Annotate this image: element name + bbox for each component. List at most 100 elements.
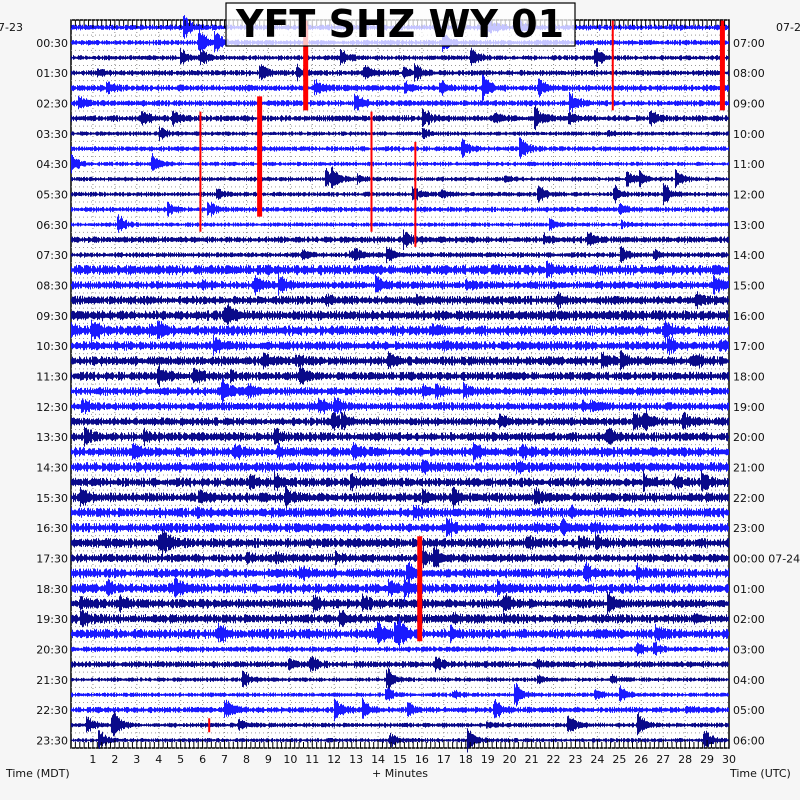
trace-row-26 [71, 410, 729, 432]
right-time-label: 16:00 [733, 310, 765, 323]
right-time-label: 21:00 [733, 461, 765, 474]
left-time-label: 02:30 [36, 97, 68, 110]
right-axis-label: Time (UTC) [729, 767, 791, 780]
left-time-label: 13:30 [36, 431, 68, 444]
trace-row-16 [71, 260, 729, 278]
trace-row-19 [71, 303, 729, 325]
trace-row-20 [71, 319, 729, 342]
left-time-label: 16:30 [36, 522, 68, 535]
right-time-label: 07:00 [733, 37, 765, 50]
x-axis-label: + Minutes [372, 767, 428, 780]
x-tick-label: 2 [111, 753, 118, 766]
right-time-label: 17:00 [733, 340, 765, 353]
chart-title: YFT SHZ WY 01 [235, 2, 564, 46]
right-time-label: 01:00 [733, 583, 765, 596]
right-time-label: 14:00 [733, 249, 765, 262]
trace-row-25 [71, 397, 729, 415]
trace-row-37 [71, 575, 729, 602]
trace-row-34 [71, 528, 729, 557]
left-time-label: 23:30 [36, 734, 68, 747]
trace-row-24 [71, 378, 729, 404]
trace-row-45 [71, 697, 729, 722]
trace-row-43 [71, 667, 729, 690]
trace-row-46 [71, 711, 729, 737]
event-markers [199, 20, 725, 733]
x-tick-label: 24 [590, 753, 604, 766]
right-time-label: 05:00 [733, 704, 765, 717]
left-time-label: 20:30 [36, 643, 68, 656]
right-time-label: 11:00 [733, 158, 765, 171]
left-top-date: 7-23 [0, 21, 23, 34]
x-tick-label: 13 [349, 753, 363, 766]
grid [71, 19, 729, 749]
trace-row-44 [71, 682, 729, 707]
trace-row-17 [71, 273, 729, 296]
right-time-label: 03:00 [733, 643, 765, 656]
trace-row-7 [71, 126, 729, 141]
x-tick-label: 25 [612, 753, 626, 766]
right-time-label: 12:00 [733, 188, 765, 201]
left-time-label: 09:30 [36, 310, 68, 323]
left-time-label: 03:30 [36, 128, 68, 141]
x-tick-label: 8 [243, 753, 250, 766]
trace-row-8 [71, 137, 729, 159]
trace-row-42 [71, 655, 729, 672]
trace-row-33 [71, 517, 729, 538]
right-time-label: 10:00 [733, 128, 765, 141]
seismic-traces [71, 15, 729, 753]
trace-row-12 [71, 201, 729, 217]
left-time-label: 08:30 [36, 279, 68, 292]
trace-row-5 [71, 92, 729, 114]
left-time-label: 11:30 [36, 370, 68, 383]
left-time-label: 01:30 [36, 67, 68, 80]
left-time-label: 18:30 [36, 583, 68, 596]
right-time-label: 08:00 [733, 67, 765, 80]
axis-labels: 1 2 3 4 5 6 7 8 9 10 11 12 13 14 15 16 17 18 19 20 21 22 23 24 2… [36, 37, 800, 766]
trace-row-28 [71, 442, 729, 463]
right-time-label: 23:00 [733, 522, 765, 535]
x-tick-label: 9 [265, 753, 272, 766]
x-tick-label: 17 [437, 753, 451, 766]
right-time-label: 04:00 [733, 674, 765, 687]
x-tick-label: 26 [634, 753, 648, 766]
right-time-label: 02:00 [733, 613, 765, 626]
left-axis-label: Time (MDT) [5, 767, 70, 780]
trace-row-10 [71, 166, 729, 189]
x-tick-label: 27 [656, 753, 670, 766]
x-tick-label: 14 [371, 753, 385, 766]
trace-row-29 [71, 459, 729, 475]
x-tick-label: 21 [525, 753, 539, 766]
left-time-label: 10:30 [36, 340, 68, 353]
trace-row-14 [71, 229, 729, 250]
left-time-label: 21:30 [36, 674, 68, 687]
trace-row-21 [71, 334, 729, 356]
left-time-label: 22:30 [36, 704, 68, 717]
right-time-label: 18:00 [733, 370, 765, 383]
right-time-label: 06:00 [733, 734, 765, 747]
x-tick-label: 16 [415, 753, 429, 766]
x-tick-label: 30 [722, 753, 736, 766]
trace-row-40 [71, 617, 729, 647]
left-time-label: 04:30 [36, 158, 68, 171]
x-tick-label: 18 [459, 753, 473, 766]
trace-row-35 [71, 545, 729, 569]
x-tick-label: 4 [155, 753, 162, 766]
trace-row-2 [71, 47, 729, 67]
x-tick-label: 11 [305, 753, 319, 766]
right-time-label: 20:00 [733, 431, 765, 444]
x-tick-label: 7 [221, 753, 228, 766]
right-time-label: 00:00 07-24 [733, 552, 800, 565]
x-tick-label: 29 [700, 753, 714, 766]
trace-row-23 [71, 364, 729, 387]
trace-row-27 [71, 426, 729, 447]
trace-row-6 [71, 105, 729, 131]
right-time-label: 13:00 [733, 219, 765, 232]
x-tick-label: 23 [568, 753, 582, 766]
trace-row-18 [71, 291, 729, 310]
x-tick-label: 6 [199, 753, 206, 766]
right-time-label: 19:00 [733, 401, 765, 414]
left-time-label: 14:30 [36, 461, 68, 474]
x-tick-label: 19 [481, 753, 495, 766]
x-tick-label: 12 [327, 753, 341, 766]
